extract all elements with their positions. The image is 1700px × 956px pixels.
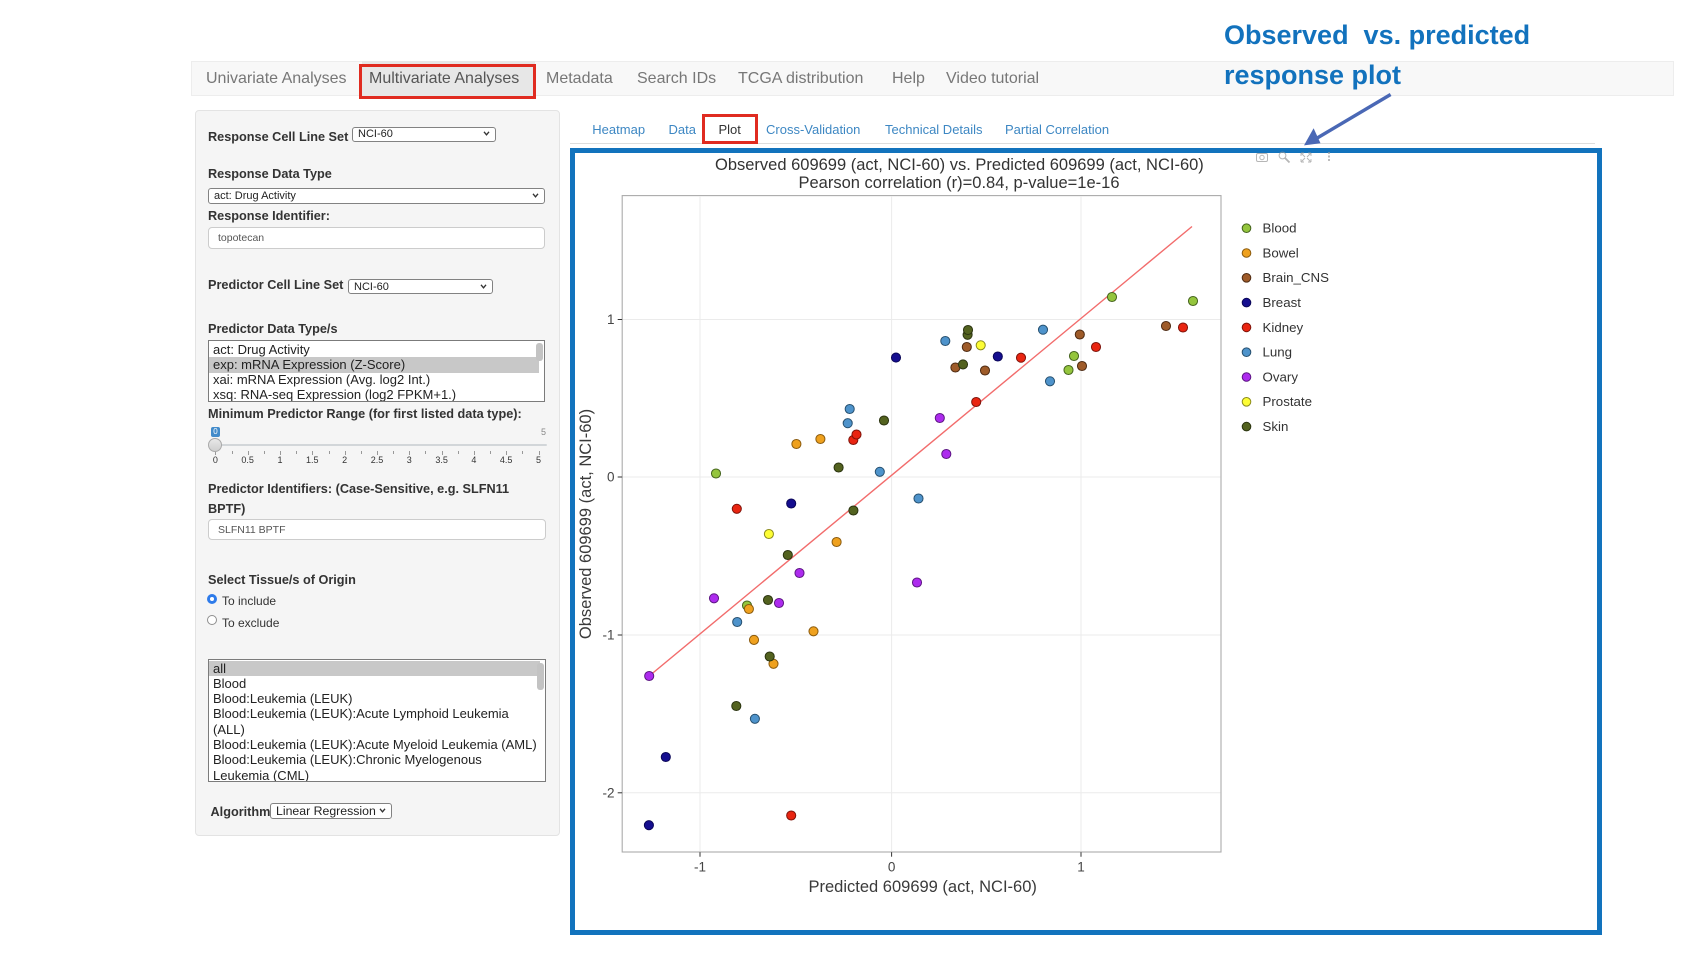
- svg-text:Kidney: Kidney: [1263, 320, 1304, 335]
- svg-text:Pearson correlation (r)=0.84,: Pearson correlation (r)=0.84, p-value=1e…: [798, 174, 1119, 192]
- svg-text:Ovary: Ovary: [1263, 369, 1299, 384]
- svg-text:Skin: Skin: [1263, 419, 1289, 434]
- svg-text:Bowel: Bowel: [1263, 245, 1299, 260]
- svg-text:-2: -2: [602, 785, 614, 800]
- svg-text:Brain_CNS: Brain_CNS: [1263, 270, 1330, 285]
- svg-text:1: 1: [1077, 860, 1085, 875]
- svg-text:Blood: Blood: [1263, 221, 1297, 236]
- svg-text:Prostate: Prostate: [1263, 394, 1313, 409]
- svg-text:Lung: Lung: [1263, 345, 1293, 360]
- svg-text:0: 0: [888, 860, 896, 875]
- svg-text:Observed 609699 (act, NCI-60): Observed 609699 (act, NCI-60): [577, 409, 595, 639]
- svg-text:0: 0: [607, 470, 615, 485]
- svg-text:Observed 609699 (act, NCI-60): Observed 609699 (act, NCI-60) vs. Predic…: [715, 156, 1204, 174]
- svg-text:Predicted 609699 (act, NCI-60): Predicted 609699 (act, NCI-60): [809, 878, 1037, 896]
- svg-text:1: 1: [607, 312, 615, 327]
- svg-text:-1: -1: [694, 860, 706, 875]
- svg-text:Breast: Breast: [1263, 295, 1302, 310]
- svg-text:-1: -1: [602, 628, 614, 643]
